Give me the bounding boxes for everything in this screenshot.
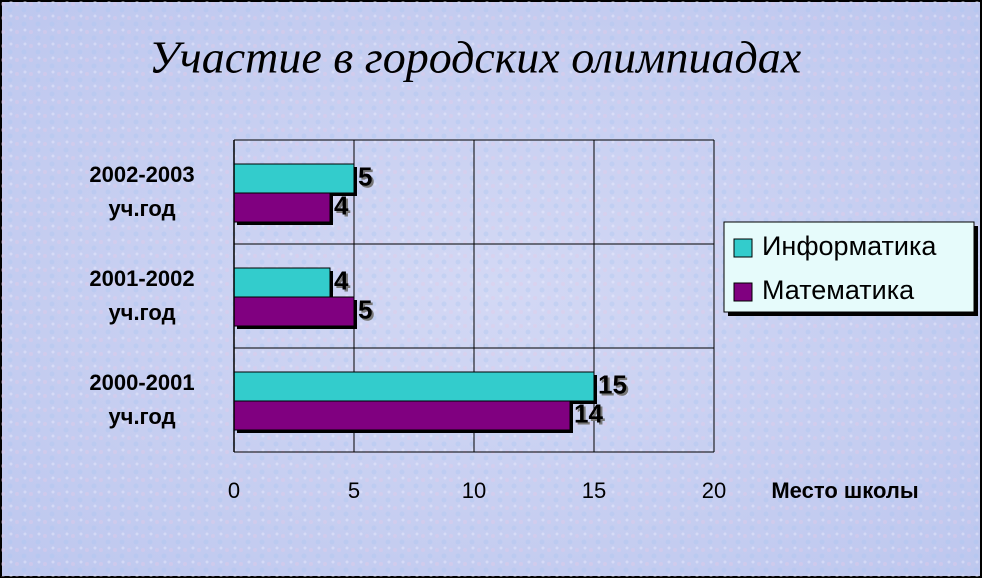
legend-label: Математика [762,275,915,305]
y-tick-label-line: уч.год [108,300,175,325]
data-label: 14 [574,398,603,428]
bar [233,267,331,298]
y-tick-label-line: уч.год [108,404,175,429]
data-label: 5 [358,161,372,191]
bar [233,296,355,327]
y-tick-label-line: 2002-2003 [89,162,194,187]
data-label-shadow: 5 [360,163,374,193]
data-label-shadow: 4 [336,267,351,297]
data-label-shadow: 15 [600,371,629,401]
data-label: 4 [334,190,349,220]
y-tick-label-line: 2001-2002 [89,266,194,291]
data-label-shadow: 5 [360,296,374,326]
y-tick-label-line: 2000-2001 [89,370,194,395]
x-tick-label: 20 [702,478,726,503]
data-label: 4 [334,265,349,295]
legend-box [723,221,975,313]
legend-label: Информатика [762,231,937,261]
bar [233,192,331,223]
x-axis-label: Место школы [771,478,918,503]
bar [233,371,595,402]
x-tick-label: 15 [582,478,606,503]
legend-swatch [733,282,753,302]
y-tick-label-line: уч.год [108,196,175,221]
legend-swatch [733,238,753,258]
data-label: 15 [598,369,627,399]
x-tick-label: 10 [462,478,486,503]
data-label-shadow: 14 [576,400,605,430]
y-tick-label: 2002-2003 уч.год [89,162,194,221]
y-tick-label: 2000-2001 уч.год [89,370,194,429]
bar [233,163,355,194]
x-tick-label: 0 [228,478,240,503]
data-label: 5 [358,294,372,324]
y-tick-label: 2001-2002 уч.год [89,266,194,325]
data-label-shadow: 4 [336,192,351,222]
chart-title: Участие в городских олимпиадах [149,32,802,83]
bar [233,400,571,431]
x-tick-label: 5 [348,478,360,503]
